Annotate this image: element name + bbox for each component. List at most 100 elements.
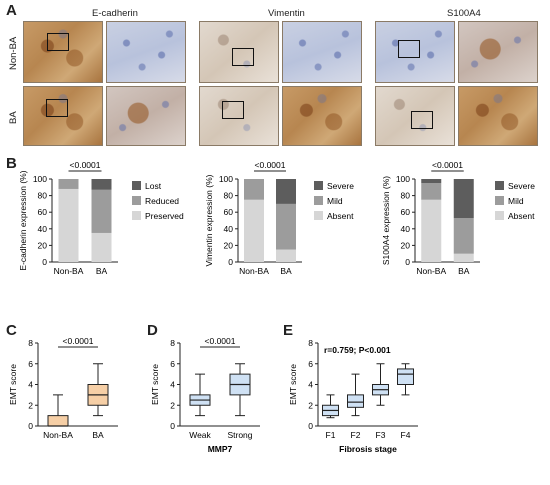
zoom-box (46, 99, 68, 117)
D-x-axis-title: MMP7 (208, 444, 233, 454)
B3-y-tick-label: 20 (401, 240, 411, 250)
E-x-tick-label: F1 (326, 430, 336, 440)
D-x-tick-label: Weak (189, 430, 211, 440)
B2-x-tick-label: Non-BA (239, 266, 269, 276)
B3-bar-BA-Severe (453, 179, 474, 219)
E-x-tick-label: F4 (401, 430, 411, 440)
C-y-tick-label: 8 (28, 338, 33, 348)
B1-legend-label: Preserved (145, 211, 184, 221)
B2-y-tick-label: 20 (224, 240, 234, 250)
panel-letter-c: C (6, 322, 17, 339)
E-y-tick-label: 6 (308, 359, 313, 369)
B1-bar-BA-Preserved (91, 232, 112, 262)
B1-y-tick-label: 0 (42, 257, 47, 267)
B3-legend-label: Severe (508, 181, 535, 191)
D-y-tick-label: 4 (170, 380, 175, 390)
B3-x-tick-label: BA (458, 266, 470, 276)
C-y-tick-label: 6 (28, 359, 33, 369)
panel-letter-d: D (147, 322, 158, 339)
C-y-axis-title: EMT score (8, 364, 18, 405)
E-x-axis-title: Fibrosis stage (339, 444, 397, 454)
B1-legend-label: Lost (145, 181, 162, 191)
B3-legend-swatch (495, 181, 504, 190)
histology-s100a4-nonba-zoom (458, 21, 538, 83)
E-y-tick-label: 0 (308, 421, 313, 431)
B3-bar-Non-BA-Severe (421, 179, 442, 184)
D-y-axis-title: EMT score (150, 364, 160, 405)
B2-legend-swatch (314, 196, 323, 205)
B3-y-tick-label: 40 (401, 224, 411, 234)
D-y-tick-label: 8 (170, 338, 175, 348)
B2-bar-Non-BA-Absent (244, 199, 264, 262)
histology-vim-ba-zoom (282, 86, 362, 146)
B3-y-tick-label: 60 (401, 207, 411, 217)
C-y-tick-label: 2 (28, 400, 33, 410)
B3-y-tick-label: 0 (405, 257, 410, 267)
C-significance-label: <0.0001 (63, 336, 94, 346)
B3-bar-BA-Mild (453, 218, 474, 254)
B2-bar-Non-BA-Mild (244, 179, 264, 200)
panel-letter-b: B (6, 155, 17, 172)
B2-x-tick-label: BA (280, 266, 292, 276)
D-y-tick-label: 2 (170, 400, 175, 410)
C-y-tick-label: 4 (28, 380, 33, 390)
histology-ecad-ba-zoom (106, 86, 186, 146)
B1-x-tick-label: BA (96, 266, 108, 276)
zoom-box (232, 48, 254, 66)
C-x-tick-label: Non-BA (43, 430, 73, 440)
B2-significance-label: <0.0001 (255, 160, 286, 170)
col-header-s100a4: S100A4 (447, 8, 481, 19)
zoom-box (411, 111, 433, 129)
B1-bar-BA-Lost (91, 179, 112, 190)
B1-y-tick-label: 80 (38, 191, 48, 201)
E-box-F2 (347, 394, 364, 408)
B1-y-tick-label: 100 (33, 174, 47, 184)
B3-significance-label: <0.0001 (432, 160, 463, 170)
E-y-axis-title: EMT score (288, 364, 298, 405)
histology-vim-nonba-overview (199, 21, 279, 83)
B3-legend-swatch (495, 211, 504, 220)
E-x-tick-label: F2 (351, 430, 361, 440)
B1-legend-swatch (132, 211, 141, 220)
zoom-box (398, 40, 420, 58)
histology-s100a4-ba-zoom (458, 86, 538, 146)
B3-x-tick-label: Non-BA (416, 266, 446, 276)
B1-legend-swatch (132, 196, 141, 205)
B2-bar-BA-Absent (276, 249, 296, 262)
B1-bar-Non-BA-Preserved (58, 188, 79, 262)
B1-y-axis-title: E-cadherin expression (%) (18, 170, 28, 270)
B1-legend-swatch (132, 181, 141, 190)
B1-bar-BA-Reduced (91, 189, 112, 233)
B2-y-tick-label: 0 (228, 257, 233, 267)
C-box-Non-BA (47, 415, 69, 427)
B2-bar-BA-Mild (276, 203, 296, 250)
B1-y-tick-label: 40 (38, 224, 48, 234)
B3-y-tick-label: 100 (396, 174, 410, 184)
histology-ecad-nonba-overview (23, 21, 103, 83)
col-header-e-cadherin: E-cadherin (92, 8, 138, 19)
zoom-box (222, 101, 244, 119)
B3-bar-Non-BA-Absent (421, 199, 442, 262)
B1-x-tick-label: Non-BA (54, 266, 84, 276)
B2-bar-BA-Severe (276, 179, 296, 204)
B1-legend-label: Reduced (145, 196, 179, 206)
E-correlation-annotation: r=0.759; P<0.001 (324, 345, 391, 355)
histology-s100a4-nonba-overview (375, 21, 455, 83)
histology-ecad-ba-overview (23, 86, 103, 146)
B3-y-tick-label: 80 (401, 191, 411, 201)
B3-legend-swatch (495, 196, 504, 205)
panel-letter-a: A (6, 2, 17, 19)
B3-legend-label: Absent (508, 211, 535, 221)
B2-legend-swatch (314, 211, 323, 220)
panel-letter-e: E (283, 322, 294, 339)
B2-y-tick-label: 100 (219, 174, 233, 184)
histology-vim-nonba-zoom (282, 21, 362, 83)
E-y-tick-label: 8 (308, 338, 313, 348)
B2-y-tick-label: 60 (224, 207, 234, 217)
zoom-box (47, 33, 69, 51)
B2-legend-label: Absent (327, 211, 354, 221)
B2-legend-label: Severe (327, 181, 354, 191)
B1-y-tick-label: 60 (38, 207, 48, 217)
E-y-tick-label: 4 (308, 380, 313, 390)
